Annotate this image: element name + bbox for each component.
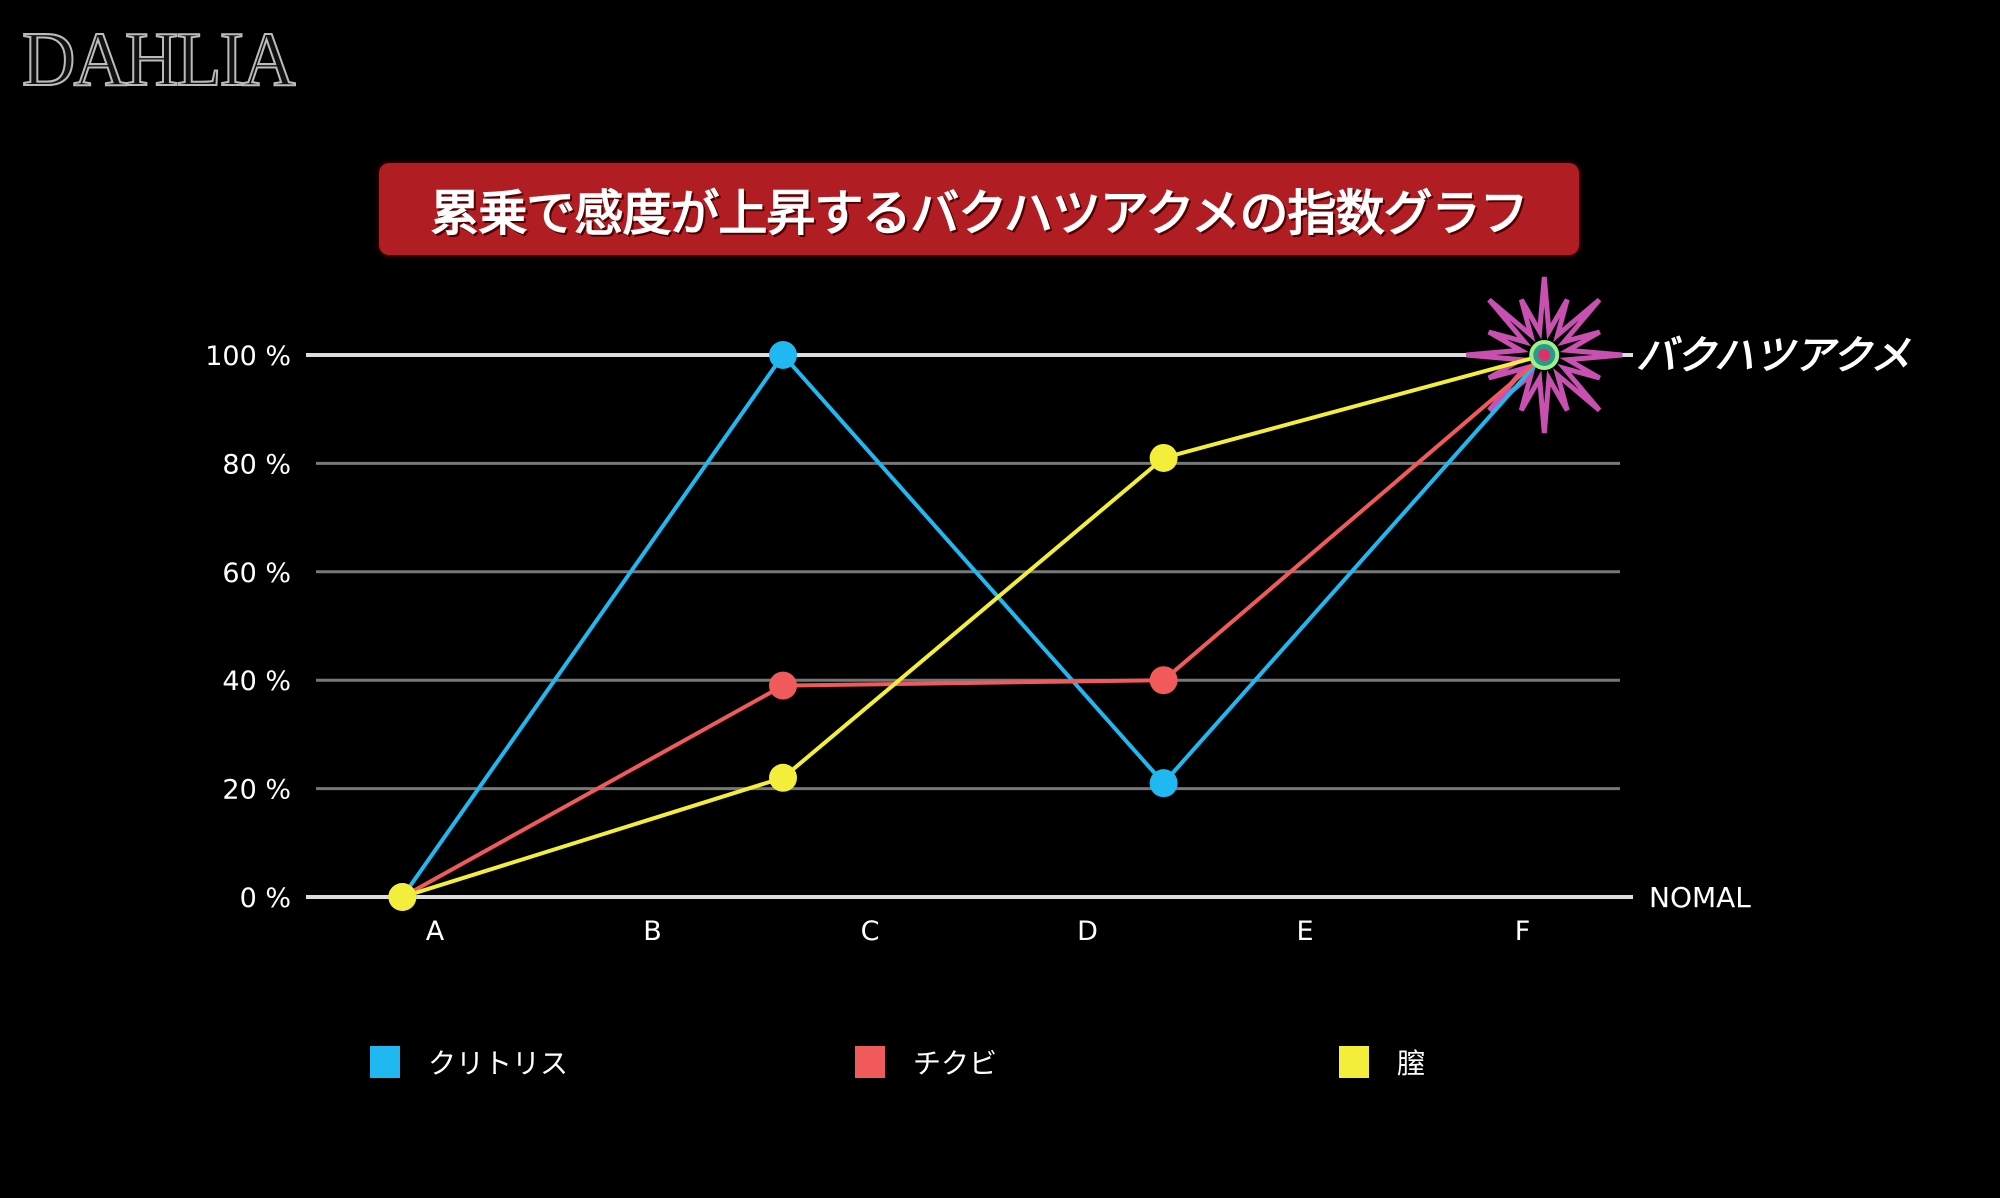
data-point [1149,666,1178,695]
y-tick-label: 40 % [222,666,291,697]
x-tick-label: A [426,916,445,947]
series-line-0 [400,351,1546,899]
baseline-annotation: NOMAL [1649,881,1751,914]
series-line-1 [401,353,1546,899]
legend-item-nipple: チクビ [855,1042,997,1082]
data-point [1149,769,1178,798]
legend-swatch [1339,1046,1369,1078]
y-tick-label: 100 % [205,341,291,372]
legend-swatch [855,1046,885,1078]
legend-item-vagina: 膣 [1339,1042,1425,1082]
legend-label: 膣 [1397,1047,1426,1080]
y-tick-label: 80 % [222,449,291,480]
x-tick-label: C [861,916,880,947]
x-tick-label: F [1515,916,1531,947]
data-point [769,671,797,700]
peak-annotation: バクハツアクメ [1636,332,1911,379]
data-point [388,883,417,911]
y-tick-label: 60 % [222,558,291,589]
dahlia-logo: DAHLIA [21,16,297,104]
y-tick-label: 20 % [222,775,291,806]
series-line-2 [401,353,1545,899]
chart-title-banner: 累乗で感度が上昇するバクハツアクメの指数グラフ [379,163,1579,255]
data-point [769,341,797,369]
y-tick-label: 0 % [240,883,291,914]
x-tick-label: E [1296,916,1313,947]
data-point-peak-core [1538,349,1551,361]
legend-swatch [370,1046,400,1078]
legend-item-clitoris: クリトリス [370,1042,568,1082]
data-point [1149,443,1178,472]
chart-title: 累乗で感度が上昇するバクハツアクメの指数グラフ [430,184,1528,242]
x-tick-label: D [1077,916,1098,947]
x-tick-label: B [643,916,662,947]
legend-label: チクビ [913,1047,998,1080]
legend-label: クリトリス [428,1047,569,1080]
data-point [769,763,797,792]
